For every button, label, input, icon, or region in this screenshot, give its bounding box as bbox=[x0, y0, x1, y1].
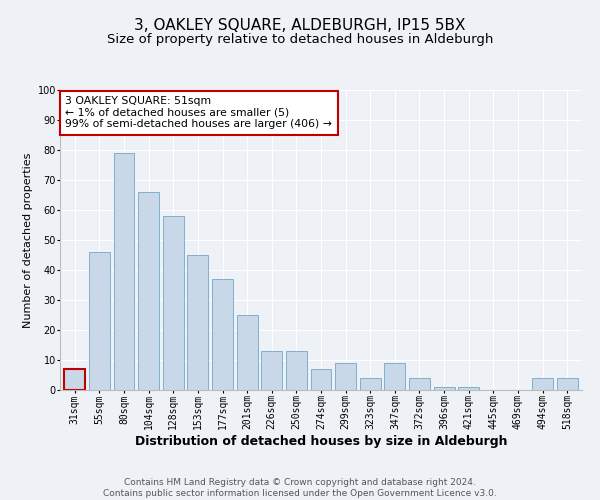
Bar bbox=[458, 387, 479, 390]
X-axis label: Distribution of detached houses by size in Aldeburgh: Distribution of detached houses by size … bbox=[135, 435, 507, 448]
Bar bbox=[64, 369, 85, 390]
Bar bbox=[311, 369, 331, 390]
Text: 3, OAKLEY SQUARE, ALDEBURGH, IP15 5BX: 3, OAKLEY SQUARE, ALDEBURGH, IP15 5BX bbox=[134, 18, 466, 32]
Bar bbox=[532, 378, 553, 390]
Bar bbox=[409, 378, 430, 390]
Y-axis label: Number of detached properties: Number of detached properties bbox=[23, 152, 33, 328]
Bar bbox=[163, 216, 184, 390]
Text: 3 OAKLEY SQUARE: 51sqm
← 1% of detached houses are smaller (5)
99% of semi-detac: 3 OAKLEY SQUARE: 51sqm ← 1% of detached … bbox=[65, 96, 332, 129]
Bar bbox=[212, 279, 233, 390]
Bar bbox=[360, 378, 381, 390]
Bar bbox=[261, 351, 282, 390]
Bar bbox=[335, 363, 356, 390]
Bar bbox=[434, 387, 455, 390]
Bar bbox=[385, 363, 406, 390]
Bar bbox=[89, 252, 110, 390]
Bar bbox=[113, 153, 134, 390]
Bar bbox=[236, 315, 257, 390]
Text: Contains HM Land Registry data © Crown copyright and database right 2024.
Contai: Contains HM Land Registry data © Crown c… bbox=[103, 478, 497, 498]
Bar bbox=[557, 378, 578, 390]
Bar bbox=[138, 192, 159, 390]
Text: Size of property relative to detached houses in Aldeburgh: Size of property relative to detached ho… bbox=[107, 32, 493, 46]
Bar bbox=[187, 255, 208, 390]
Bar bbox=[286, 351, 307, 390]
